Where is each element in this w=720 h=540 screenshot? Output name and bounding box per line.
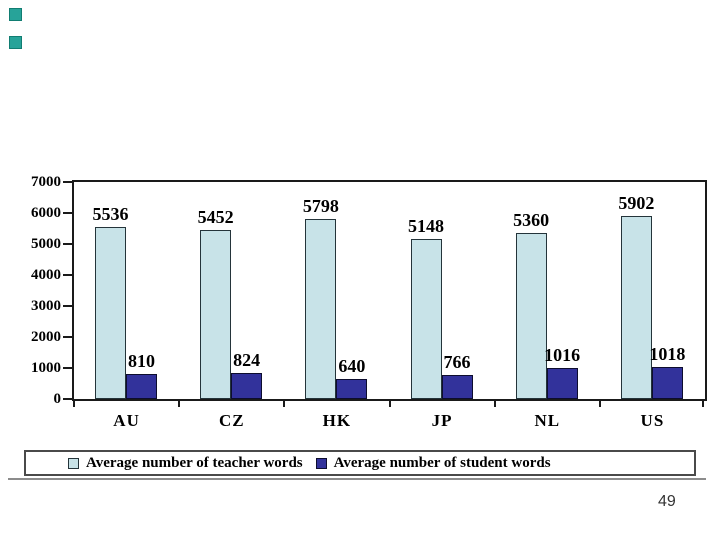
y-axis-tick-label: 7000 xyxy=(31,174,61,190)
bar-value-label: 640 xyxy=(338,356,366,377)
bar-teacher-words xyxy=(95,227,126,399)
bar-student-words xyxy=(126,373,157,399)
y-axis-tick xyxy=(63,181,72,183)
plot-area: 0 1000 2000 3000 4000 5000 6000 7000 5536 810 AU 54… xyxy=(31,174,707,430)
y-axis-tick-label: 6000 xyxy=(31,205,61,221)
y-axis-tick-label: 5000 xyxy=(31,236,61,252)
y-axis-tick xyxy=(63,305,72,307)
bar-teacher-words xyxy=(410,239,442,399)
bar-value-label: 5452 xyxy=(197,207,234,227)
chart-legend: Average number of teacher words Average n… xyxy=(24,450,696,476)
bar-teacher-words xyxy=(305,219,337,399)
x-axis-tick xyxy=(178,401,181,407)
category-label: CZ xyxy=(218,411,245,430)
bar-student-words xyxy=(651,367,683,399)
bar-value-label: 5536 xyxy=(92,204,129,225)
y-axis-tick-label: 1000 xyxy=(31,360,61,376)
y-axis-tick xyxy=(63,367,72,369)
x-axis-tick xyxy=(493,401,496,407)
x-axis-tick xyxy=(702,401,704,407)
bar-value-label: 810 xyxy=(128,350,155,371)
x-axis-tick xyxy=(598,401,601,407)
y-axis-tick xyxy=(63,212,72,214)
bar-teacher-words xyxy=(620,216,652,399)
x-axis-tick xyxy=(388,401,391,407)
legend-label: Average number of student words xyxy=(333,454,551,471)
chart-bottom-rule xyxy=(8,478,706,480)
page-number: 49 xyxy=(658,493,676,510)
legend-swatch-teacher-icon xyxy=(68,457,79,469)
bar-value-label: 5798 xyxy=(302,196,339,217)
y-axis-tick-label: 4000 xyxy=(31,267,61,283)
bar-student-words xyxy=(441,375,473,399)
category-label: US xyxy=(640,411,665,430)
legend-item: Average number of teacher words xyxy=(68,455,303,472)
bar-student-words xyxy=(231,373,263,399)
y-axis-tick-label: 2000 xyxy=(31,329,61,345)
category-label: NL xyxy=(534,411,561,430)
bar-student-words xyxy=(336,379,368,399)
decor-square xyxy=(9,8,22,21)
bar-teacher-words xyxy=(515,232,547,399)
decor-square xyxy=(9,36,22,49)
x-axis-tick xyxy=(283,401,286,407)
y-axis-tick xyxy=(63,336,72,338)
bar-value-label: 824 xyxy=(233,350,261,371)
y-axis-tick-label: 3000 xyxy=(31,298,61,314)
category-label: HK xyxy=(322,411,352,430)
bar-teacher-words xyxy=(200,230,232,399)
bar-value-label: 1018 xyxy=(649,344,686,365)
bar-student-words xyxy=(546,367,578,399)
x-axis-tick xyxy=(73,401,75,407)
y-axis-tick-label: 0 xyxy=(53,391,62,407)
y-axis-tick xyxy=(63,274,72,276)
bar-value-label: 1016 xyxy=(544,344,581,365)
legend-label: Average number of teacher words xyxy=(86,454,303,471)
legend-swatch-student-icon xyxy=(315,457,327,469)
y-axis-tick xyxy=(63,243,72,245)
bar-value-label: 5360 xyxy=(513,209,550,230)
bar-value-label: 5902 xyxy=(618,193,655,214)
category-label: AU xyxy=(113,411,140,430)
y-axis-tick xyxy=(63,398,72,400)
legend-item: Average number of student words xyxy=(315,454,551,472)
category-label: JP xyxy=(431,411,453,430)
bar-value-label: 5148 xyxy=(408,216,444,237)
bar-value-label: 766 xyxy=(443,352,471,373)
